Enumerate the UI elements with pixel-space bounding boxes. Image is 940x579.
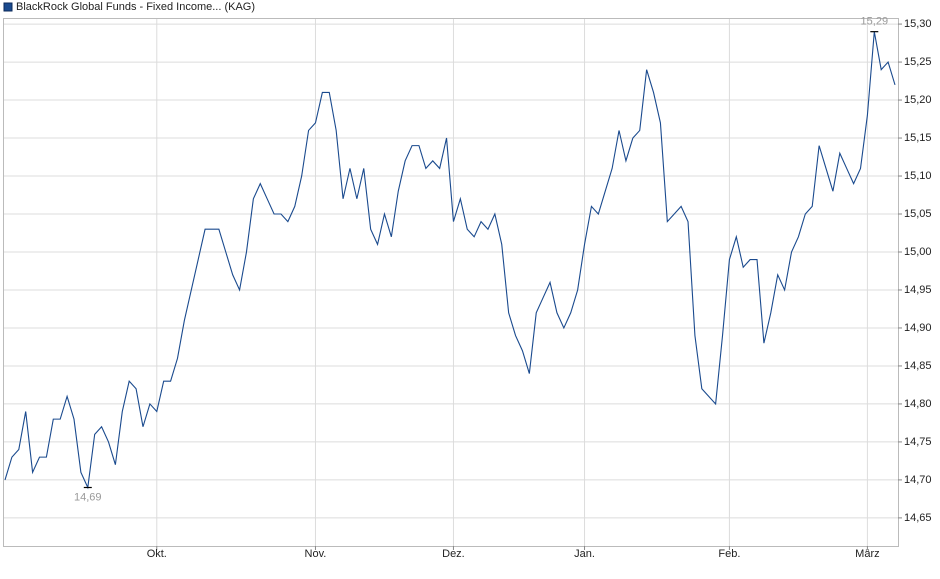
y-tick-label: 15,20 [904, 94, 932, 106]
x-tick-label: März [855, 548, 879, 560]
y-tick-label: 14,65 [904, 512, 932, 524]
plot-frame [3, 18, 899, 547]
x-tick-label: Okt. [147, 548, 167, 560]
y-tick-label: 15,10 [904, 170, 932, 182]
line-series [4, 31, 896, 490]
x-tick-label: Jan. [574, 548, 595, 560]
legend-label: BlackRock Global Funds - Fixed Income...… [16, 1, 255, 13]
annotation-label: 15,29 [861, 16, 889, 28]
y-tick-label: 15,15 [904, 132, 932, 144]
y-tick-label: 15,05 [904, 208, 932, 220]
x-tick-label: Dez. [442, 548, 465, 560]
y-tick-label: 15,25 [904, 56, 932, 68]
y-tick-label: 14,75 [904, 436, 932, 448]
y-tick-label: 14,80 [904, 398, 932, 410]
y-tick-label: 14,70 [904, 474, 932, 486]
x-tick-label: Nov. [305, 548, 327, 560]
y-tick-label: 14,85 [904, 360, 932, 372]
y-tick-label: 14,90 [904, 322, 932, 334]
y-tick-label: 15,00 [904, 246, 932, 258]
annotation-label: 14,69 [74, 491, 102, 503]
y-tick-label: 14,95 [904, 284, 932, 296]
legend-swatch [3, 2, 13, 12]
x-tick-label: Feb. [718, 548, 740, 560]
y-tick-label: 15,30 [904, 18, 932, 30]
